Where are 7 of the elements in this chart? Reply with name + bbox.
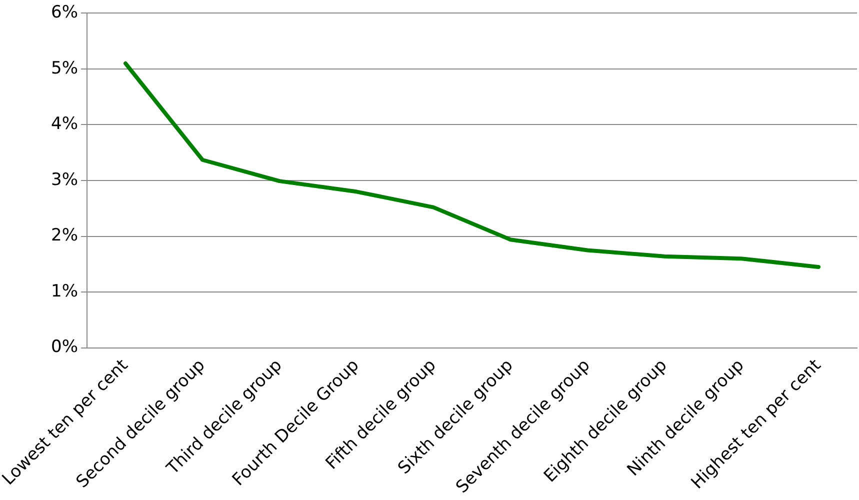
y-tick-label: 6% [51, 2, 78, 23]
y-tick-label: 4% [51, 114, 78, 134]
y-tick-label: 1% [51, 281, 78, 302]
y-tick-label: 0% [51, 337, 78, 358]
y-tick-label: 5% [51, 58, 78, 78]
y-tick-label: 2% [51, 226, 78, 246]
y-tick-label: 3% [51, 170, 78, 190]
